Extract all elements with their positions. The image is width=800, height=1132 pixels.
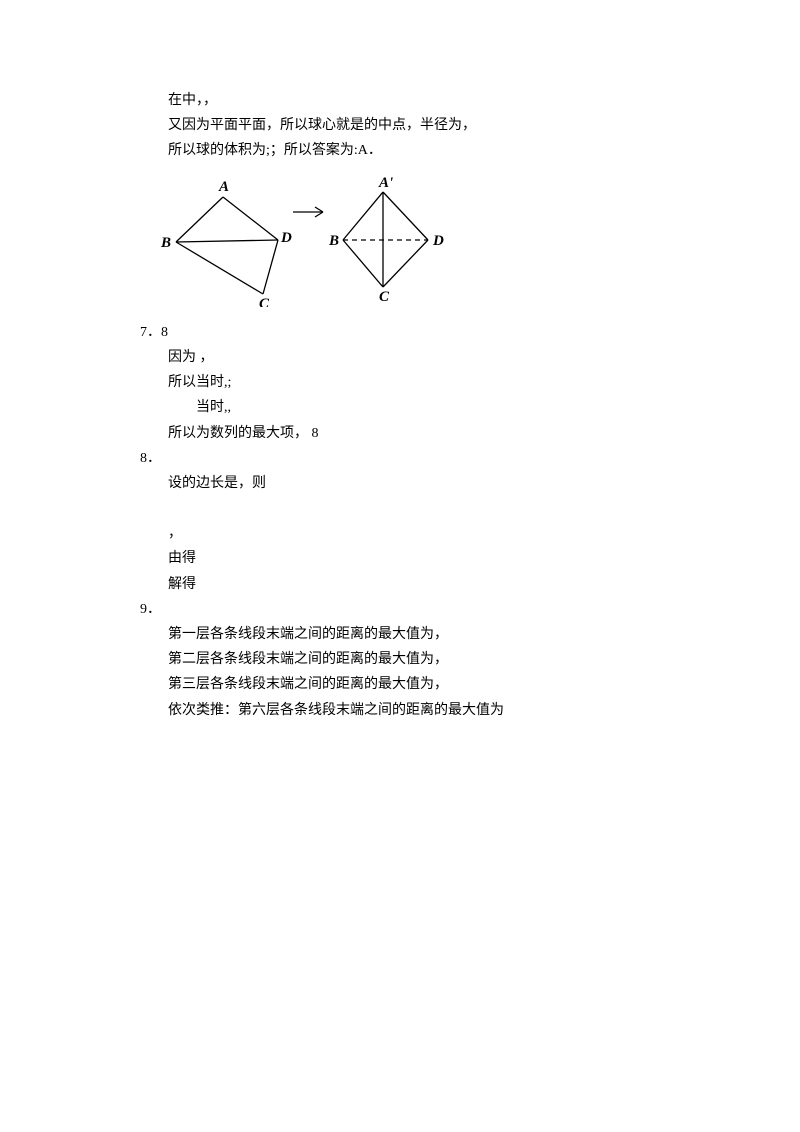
svg-text:D: D — [432, 233, 444, 249]
svg-text:A': A' — [378, 175, 393, 191]
intro-line-3: 所以球的体积为;；所以答案为:A． — [140, 138, 700, 163]
q7-number: 7．8 — [140, 320, 700, 345]
svg-text:B: B — [160, 235, 171, 251]
triangles-svg: A B D C A' B D C — [158, 172, 448, 307]
q8-line-3: 由得 — [140, 546, 700, 571]
q8-line-2: ， — [140, 521, 700, 546]
q9-number: 9． — [140, 597, 700, 622]
q7-line-1: 因为 ， — [140, 345, 700, 370]
svg-text:C: C — [259, 296, 270, 307]
q9-line-3: 第三层各条线段末端之间的距离的最大值为， — [140, 672, 700, 697]
q9-line-2: 第二层各条线段末端之间的距离的最大值为， — [140, 647, 700, 672]
q7-line-4: 所以为数列的最大项， 8 — [140, 421, 700, 446]
document-page: 在中，， 又因为平面平面，所以球心就是的中点，半径为， 所以球的体积为;；所以答… — [0, 0, 700, 723]
intro-line-1: 在中，， — [140, 88, 700, 113]
svg-text:B: B — [328, 233, 339, 249]
q9-line-4: 依次类推：第六层各条线段末端之间的距离的最大值为 — [140, 698, 700, 723]
geometry-diagram: A B D C A' B D C — [140, 172, 700, 316]
svg-text:D: D — [280, 230, 292, 246]
q7-line-2: 所以当时,; — [140, 370, 700, 395]
svg-text:C: C — [379, 289, 390, 305]
q8-number: 8． — [140, 446, 700, 471]
intro-line-2: 又因为平面平面，所以球心就是的中点，半径为， — [140, 113, 700, 138]
svg-text:A: A — [218, 179, 229, 195]
q9-line-1: 第一层各条线段末端之间的距离的最大值为， — [140, 622, 700, 647]
q8-line-1: 设的边长是，则 — [140, 471, 700, 496]
q7-line-3: 当时,, — [140, 395, 700, 420]
q8-blank — [140, 496, 700, 521]
q8-line-4: 解得 — [140, 572, 700, 597]
